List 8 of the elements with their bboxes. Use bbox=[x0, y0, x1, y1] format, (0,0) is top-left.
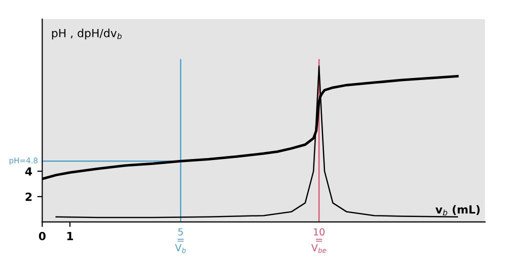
y-tick-label: 4 bbox=[25, 167, 32, 176]
ref-line-label: 10 = V$_{be}$ bbox=[311, 228, 326, 253]
x-tick-label: 1 bbox=[67, 232, 74, 240]
x-tick-label: 0 bbox=[38, 232, 46, 240]
ref-line-label: 5 = V$_{b}$ bbox=[175, 228, 186, 253]
x-axis-title: v$_{b}$ (mL) bbox=[435, 205, 480, 216]
y-tick-label: 2 bbox=[26, 192, 32, 201]
y-axis-title: pH , dpH/dv$_{b}$ bbox=[52, 28, 122, 40]
